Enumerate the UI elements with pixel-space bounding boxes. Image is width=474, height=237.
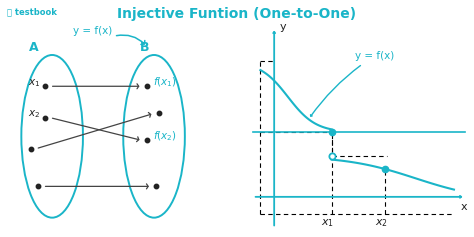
Text: $f(x_2)$: $f(x_2)$: [153, 130, 177, 143]
Text: 🔒 testbook: 🔒 testbook: [7, 7, 57, 16]
Text: Injective Funtion (One-to-One): Injective Funtion (One-to-One): [118, 7, 356, 21]
Text: $x_1$: $x_1$: [28, 77, 41, 89]
Text: y = f(x): y = f(x): [310, 51, 394, 116]
Text: $x_2$: $x_2$: [375, 217, 388, 229]
Text: $x_2$: $x_2$: [28, 109, 41, 120]
Text: A: A: [28, 41, 38, 54]
Text: x: x: [461, 202, 467, 212]
Text: y: y: [280, 22, 286, 32]
Text: $f(x_1)$: $f(x_1)$: [153, 75, 177, 89]
Text: $x_1$: $x_1$: [321, 217, 334, 229]
Text: B: B: [140, 41, 149, 54]
Text: y = f(x): y = f(x): [73, 26, 112, 36]
